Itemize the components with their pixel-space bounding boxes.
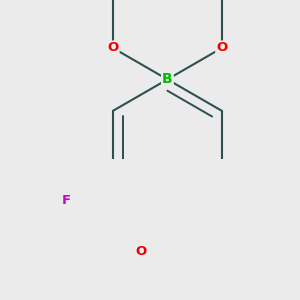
Text: O: O — [135, 245, 146, 258]
Text: O: O — [107, 41, 118, 55]
Text: O: O — [216, 41, 227, 55]
Text: F: F — [62, 194, 71, 207]
Text: B: B — [162, 72, 173, 86]
